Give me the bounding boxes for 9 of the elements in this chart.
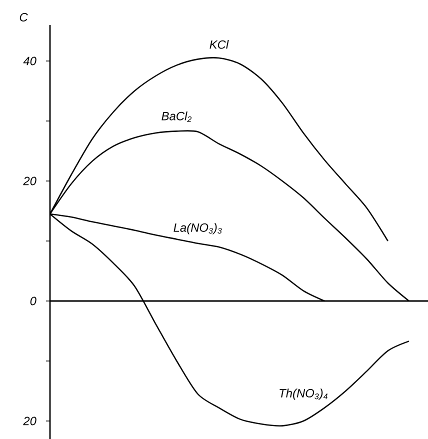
y-axis-title: C [20,13,28,22]
series-label: KCl [210,40,229,49]
y-tick-label: 20 [23,416,36,426]
series-label: La(NO$_{3}$)$_{3}$ [174,223,222,234]
y-tick-label: 20 [23,176,36,186]
series-label: BaCl$_{2}$ [162,112,192,122]
series-label: Th(NO$_{3}$)$_{4}$ [280,388,328,400]
y-tick-label: 0 [30,296,36,306]
y-tick-label: 40 [23,56,36,66]
